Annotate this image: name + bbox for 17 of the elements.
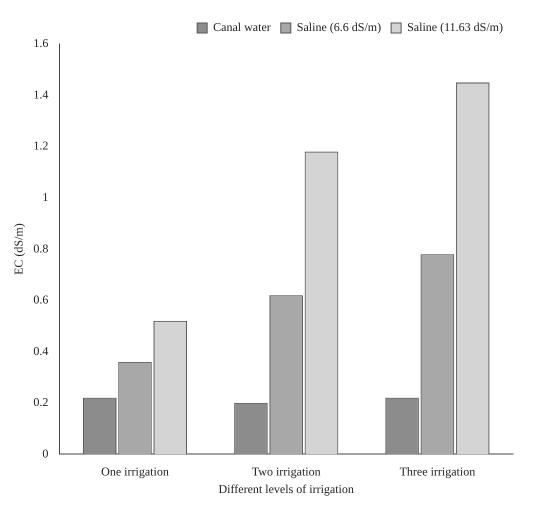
y-tick-label: 0.6 (33, 292, 48, 307)
x-axis-title: Different levels of irrigation (218, 482, 354, 496)
y-tick-label: 0.8 (33, 241, 48, 256)
y-tick-label: 0 (42, 446, 48, 460)
y-tick-label: 1 (42, 190, 48, 204)
y-tick-label: 0.4 (33, 344, 48, 358)
legend-label: Saline (6.6 dS/m) (296, 20, 382, 34)
y-tick-label: 1.6 (33, 36, 48, 50)
x-tick-label: One irrigation (101, 464, 169, 479)
x-tick-label: Two irrigation (252, 464, 321, 479)
y-axis-title: EC (dS/m) (11, 223, 26, 275)
x-tick-label: Three irrigation (400, 464, 476, 479)
legend-label: Saline (11.63 dS/m) (407, 20, 504, 34)
y-tick-label: 1.2 (33, 138, 48, 153)
y-tick-label: 0.2 (33, 395, 48, 410)
legend-label: Canal water (213, 20, 271, 34)
y-tick-label: 1.4 (33, 87, 48, 102)
